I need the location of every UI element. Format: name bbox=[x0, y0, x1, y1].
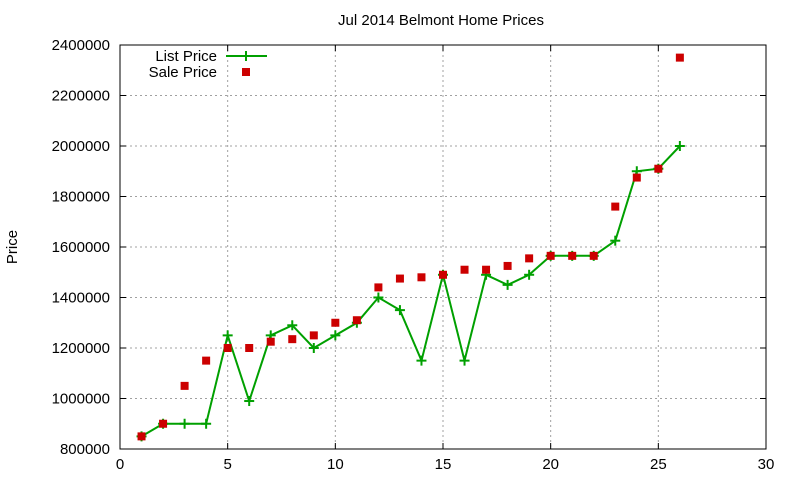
series-line-list-price bbox=[140, 145, 681, 438]
y-tick-label: 1800000 bbox=[52, 189, 110, 206]
data-point-sale-price bbox=[611, 202, 620, 211]
legend-marker-list-price bbox=[241, 51, 251, 61]
data-point-list-price bbox=[524, 269, 535, 280]
data-point-sale-price bbox=[439, 270, 447, 279]
data-point-sale-price bbox=[223, 344, 232, 352]
data-point-sale-price bbox=[180, 381, 189, 390]
data-point-sale-price bbox=[159, 419, 168, 428]
data-point-sale-price bbox=[632, 173, 641, 182]
legend-label-list-price: List Price bbox=[155, 48, 217, 65]
data-point-sale-price bbox=[589, 251, 598, 260]
data-point-sale-price bbox=[202, 356, 211, 365]
data-point-list-price bbox=[308, 343, 319, 353]
data-point-list-price bbox=[287, 320, 298, 331]
data-point-sale-price bbox=[331, 318, 340, 327]
legend: List Price Sale Price bbox=[149, 48, 267, 81]
series bbox=[136, 53, 685, 442]
data-point-sale-price bbox=[395, 274, 404, 283]
y-tick-label: 1400000 bbox=[52, 290, 110, 307]
data-point-sale-price bbox=[352, 316, 361, 325]
x-tick-label: 15 bbox=[435, 456, 452, 473]
x-tick-label: 25 bbox=[650, 456, 667, 473]
x-tick-label: 5 bbox=[223, 456, 231, 473]
y-tick-label: 1000000 bbox=[52, 391, 110, 408]
data-point-list-price bbox=[459, 355, 470, 366]
x-axis: 0 5 10 15 20 25 30 bbox=[116, 45, 775, 473]
data-point-sale-price bbox=[245, 344, 254, 352]
data-point-sale-price bbox=[675, 53, 684, 62]
data-point-list-price bbox=[416, 355, 427, 366]
y-tick-label: 1200000 bbox=[52, 340, 110, 357]
y-axis: 800000 1000000 1200000 1400000 1600000 180000… bbox=[52, 37, 766, 458]
data-point-list-price bbox=[610, 235, 621, 246]
data-point-sale-price bbox=[137, 432, 146, 441]
x-tick-label: 10 bbox=[327, 456, 344, 473]
grid bbox=[120, 45, 766, 449]
data-point-list-price bbox=[222, 330, 233, 341]
y-tick-label: 2400000 bbox=[52, 37, 110, 54]
y-tick-label: 800000 bbox=[60, 441, 110, 458]
data-point-sale-price bbox=[654, 164, 663, 173]
y-tick-label: 2000000 bbox=[52, 138, 110, 155]
data-point-list-price bbox=[244, 396, 255, 407]
data-point-list-price bbox=[502, 279, 513, 290]
x-tick-label: 20 bbox=[542, 456, 559, 473]
data-point-sale-price bbox=[568, 251, 577, 260]
legend-label-sale-price: Sale Price bbox=[149, 64, 217, 81]
y-axis-label: Price bbox=[4, 230, 21, 264]
data-point-list-price bbox=[373, 292, 384, 303]
data-point-sale-price bbox=[288, 335, 297, 344]
data-point-sale-price bbox=[417, 273, 426, 282]
data-point-list-price bbox=[674, 141, 685, 151]
y-tick-label: 2200000 bbox=[52, 88, 110, 105]
data-point-list-price bbox=[201, 418, 212, 429]
chart-title: Jul 2014 Belmont Home Prices bbox=[338, 12, 544, 29]
data-point-sale-price bbox=[503, 261, 512, 270]
data-point-sale-price bbox=[374, 283, 383, 292]
data-point-sale-price bbox=[482, 265, 491, 274]
data-point-list-price bbox=[394, 305, 405, 316]
data-point-sale-price bbox=[546, 251, 555, 260]
data-point-list-price bbox=[179, 418, 190, 429]
data-point-sale-price bbox=[460, 265, 469, 274]
data-point-list-price bbox=[330, 330, 341, 341]
data-point-sale-price bbox=[266, 337, 275, 346]
y-tick-label: 1600000 bbox=[52, 239, 110, 256]
data-point-sale-price bbox=[309, 331, 318, 340]
x-tick-label: 0 bbox=[116, 456, 124, 473]
legend-marker-sale-price bbox=[242, 68, 250, 76]
x-tick-label: 30 bbox=[758, 456, 775, 473]
data-point-sale-price bbox=[525, 254, 534, 263]
